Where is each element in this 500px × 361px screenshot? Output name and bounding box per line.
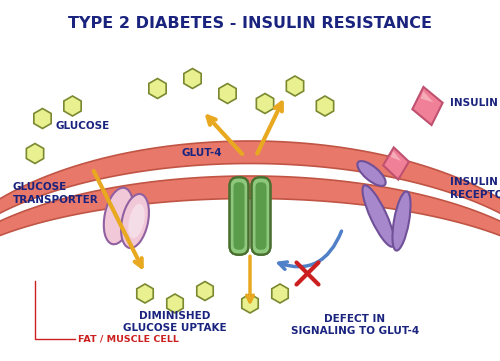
Polygon shape <box>34 109 51 129</box>
Text: DIMINISHED
GLUCOSE UPTAKE: DIMINISHED GLUCOSE UPTAKE <box>123 311 227 334</box>
FancyArrowPatch shape <box>279 231 342 269</box>
Ellipse shape <box>392 191 410 251</box>
Polygon shape <box>390 151 401 161</box>
Ellipse shape <box>128 204 144 238</box>
Polygon shape <box>137 284 153 303</box>
Polygon shape <box>316 96 334 116</box>
Polygon shape <box>219 83 236 104</box>
FancyBboxPatch shape <box>234 182 244 250</box>
Text: TYPE 2 DIABETES - INSULIN RESISTANCE: TYPE 2 DIABETES - INSULIN RESISTANCE <box>68 16 432 31</box>
Polygon shape <box>149 78 166 99</box>
Ellipse shape <box>358 161 386 186</box>
Text: INSULIN
RECEPTOR: INSULIN RECEPTOR <box>450 177 500 200</box>
Text: DEFECT IN
SIGNALING TO GLUT-4: DEFECT IN SIGNALING TO GLUT-4 <box>291 313 419 336</box>
Polygon shape <box>421 91 434 103</box>
Polygon shape <box>64 96 81 116</box>
FancyBboxPatch shape <box>256 182 266 250</box>
Polygon shape <box>197 282 213 300</box>
Text: FAT / MUSCLE CELL: FAT / MUSCLE CELL <box>78 334 178 343</box>
Polygon shape <box>26 144 44 164</box>
Polygon shape <box>272 284 288 303</box>
Text: GLUCOSE
TRANSPORTER: GLUCOSE TRANSPORTER <box>12 182 98 205</box>
Polygon shape <box>383 147 409 179</box>
Polygon shape <box>184 69 201 88</box>
Polygon shape <box>412 87 442 125</box>
Polygon shape <box>167 294 183 313</box>
Polygon shape <box>0 176 500 301</box>
Polygon shape <box>242 294 258 313</box>
Ellipse shape <box>362 185 394 247</box>
Polygon shape <box>286 76 304 96</box>
Text: GLUT-4: GLUT-4 <box>182 148 222 158</box>
FancyBboxPatch shape <box>230 177 248 255</box>
FancyBboxPatch shape <box>252 177 270 255</box>
Text: GLUCOSE: GLUCOSE <box>55 121 109 131</box>
Ellipse shape <box>104 188 133 244</box>
Ellipse shape <box>121 194 149 248</box>
Polygon shape <box>256 93 274 113</box>
Text: INSULIN: INSULIN <box>450 99 498 109</box>
Polygon shape <box>0 141 500 301</box>
